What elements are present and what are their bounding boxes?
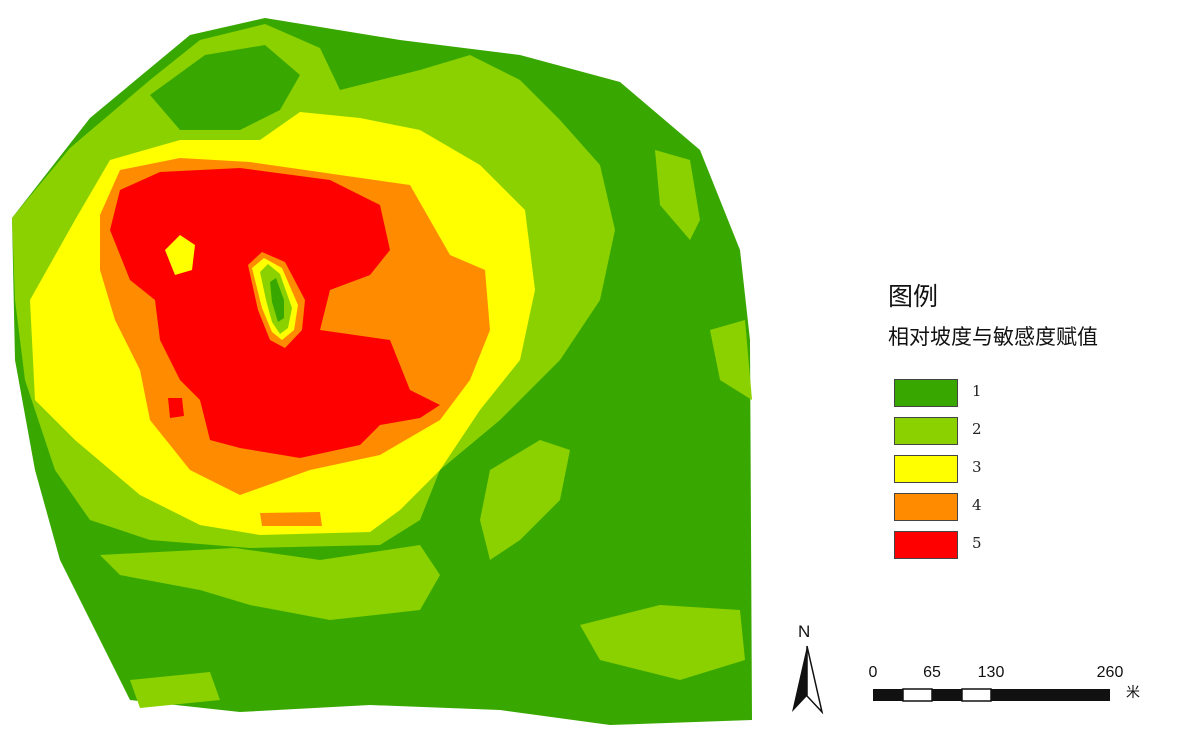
legend-item: 2	[894, 417, 1014, 445]
scale-tick-label: 260	[1096, 664, 1124, 681]
scale-tick-label: 65	[923, 664, 941, 681]
legend-swatch	[894, 379, 958, 407]
north-arrow-icon	[792, 645, 824, 714]
legend-label: 4	[972, 496, 982, 514]
legend-item: 3	[894, 455, 1014, 483]
legend-subtitle: 相对坡度与敏感度赋值	[888, 325, 1098, 349]
zone-level-2-patch	[480, 440, 570, 560]
zone-level-2-patch	[460, 85, 520, 115]
legend-swatch	[894, 531, 958, 559]
legend-item: 5	[894, 531, 1014, 559]
legend-label: 3	[972, 458, 982, 476]
legend-items: 1 2 3 4 5	[894, 379, 1014, 569]
zone-level-3-island	[165, 235, 195, 275]
legend-title: 图例	[888, 282, 939, 311]
zone-level-2-patch	[655, 150, 700, 240]
map-legend: 图例 相对坡度与敏感度赋值 1 2 3 4 5	[888, 282, 1098, 559]
north-letter: N	[798, 622, 811, 641]
legend-item: 4	[894, 493, 1014, 521]
zone-level-2-patch	[580, 605, 745, 680]
legend-swatch	[894, 455, 958, 483]
slope-sensitivity-map	[12, 18, 752, 725]
north-arrow: N	[788, 622, 828, 714]
scale-bar: 0 65 130 260 米	[860, 660, 1150, 720]
legend-label: 5	[972, 534, 982, 552]
legend-label: 1	[972, 382, 982, 400]
zone-level-1-patch	[150, 45, 300, 130]
zone-level-2-patch	[130, 672, 220, 708]
legend-label: 2	[972, 420, 982, 438]
legend-swatch	[894, 493, 958, 521]
legend-item: 1	[894, 379, 1014, 407]
zone-level-5-patch	[168, 398, 184, 418]
scale-bar-graphic	[873, 688, 1110, 702]
scale-tick-label: 0	[868, 664, 878, 681]
zone-level-2-patch	[100, 545, 440, 620]
legend-swatch	[894, 417, 958, 445]
zone-level-1-ridge	[270, 278, 284, 322]
scale-unit-label: 米	[1126, 685, 1140, 701]
zone-level-4-patch	[260, 512, 322, 526]
zone-level-2-patch	[710, 320, 752, 400]
scale-tick-label: 130	[977, 664, 1005, 681]
